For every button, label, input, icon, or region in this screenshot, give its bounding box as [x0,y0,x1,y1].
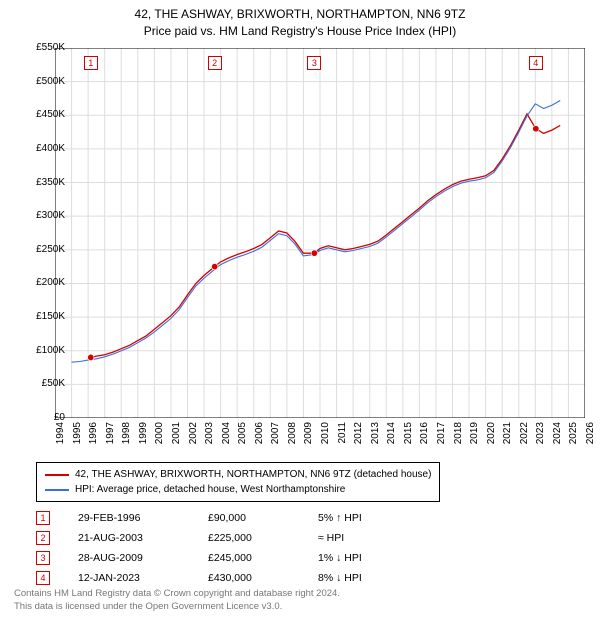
title-address: 42, THE ASHWAY, BRIXWORTH, NORTHAMPTON, … [0,6,600,23]
legend-swatch [45,474,69,476]
x-tick-label: 2009 [303,422,314,462]
transactions-table: 129-FEB-1996£90,0005% ↑ HPI221-AUG-2003£… [36,508,438,588]
sale-marker-flag: 3 [307,56,321,70]
tx-diff: ≈ HPI [318,532,438,544]
x-tick-label: 1999 [138,422,149,462]
x-tick-label: 2010 [320,422,331,462]
footer-copyright: Contains HM Land Registry data © Crown c… [14,588,340,601]
legend-item-property: 42, THE ASHWAY, BRIXWORTH, NORTHAMPTON, … [45,467,431,482]
x-tick-label: 2011 [337,422,348,462]
x-tick-label: 2023 [535,422,546,462]
x-tick-label: 2001 [171,422,182,462]
x-tick-label: 1995 [72,422,83,462]
y-tick-label: £450K [15,109,65,120]
tx-date: 29-FEB-1996 [78,512,208,524]
title-subtitle: Price paid vs. HM Land Registry's House … [0,23,600,40]
tx-marker: 2 [36,531,50,545]
legend-label: 42, THE ASHWAY, BRIXWORTH, NORTHAMPTON, … [75,467,431,482]
tx-date: 12-JAN-2023 [78,572,208,584]
y-tick-label: £550K [15,42,65,53]
tx-diff: 5% ↑ HPI [318,512,438,524]
sale-marker-flag: 4 [529,56,543,70]
tx-price: £430,000 [208,572,318,584]
x-tick-label: 2016 [419,422,430,462]
tx-marker: 1 [36,511,50,525]
legend: 42, THE ASHWAY, BRIXWORTH, NORTHAMPTON, … [36,462,440,502]
x-tick-label: 2022 [519,422,530,462]
footer: Contains HM Land Registry data © Crown c… [14,588,340,614]
x-tick-label: 2014 [386,422,397,462]
x-tick-label: 2024 [552,422,563,462]
x-tick-label: 1997 [105,422,116,462]
footer-licence: This data is licensed under the Open Gov… [14,601,340,614]
y-tick-label: £50K [15,378,65,389]
tx-date: 21-AUG-2003 [78,532,208,544]
y-tick-label: £150K [15,311,65,322]
x-tick-label: 2002 [188,422,199,462]
transaction-row: 4 12-JAN-2023£430,0008% ↓ HPI [36,568,438,588]
tx-diff: 8% ↓ HPI [318,572,438,584]
x-tick-label: 2012 [353,422,364,462]
chart-svg [55,48,585,418]
x-tick-label: 2003 [204,422,215,462]
x-tick-label: 2021 [502,422,513,462]
legend-swatch [45,489,69,491]
transaction-row: 2 21-AUG-2003£225,000≈ HPI [36,528,438,548]
transaction-row: 1 29-FEB-1996£90,0005% ↑ HPI [36,508,438,528]
x-tick-label: 2013 [370,422,381,462]
x-tick-label: 2004 [221,422,232,462]
y-tick-label: £100K [15,345,65,356]
tx-price: £245,000 [208,552,318,564]
x-tick-label: 2019 [469,422,480,462]
tx-date: 28-AUG-2009 [78,552,208,564]
legend-item-hpi: HPI: Average price, detached house, West… [45,482,431,497]
sale-marker-flag: 2 [208,56,222,70]
title-block: 42, THE ASHWAY, BRIXWORTH, NORTHAMPTON, … [0,0,600,40]
x-tick-label: 1994 [55,422,66,462]
chart-area [55,48,585,418]
tx-price: £225,000 [208,532,318,544]
tx-marker: 4 [36,571,50,585]
x-tick-label: 2025 [568,422,579,462]
x-tick-label: 2007 [270,422,281,462]
x-tick-label: 2006 [254,422,265,462]
x-tick-label: 1996 [88,422,99,462]
transaction-row: 3 28-AUG-2009£245,0001% ↓ HPI [36,548,438,568]
tx-price: £90,000 [208,512,318,524]
legend-label: HPI: Average price, detached house, West… [75,482,345,497]
y-tick-label: £200K [15,277,65,288]
x-tick-label: 2020 [486,422,497,462]
y-tick-label: £400K [15,143,65,154]
x-tick-label: 2015 [403,422,414,462]
x-tick-label: 2008 [287,422,298,462]
y-tick-label: £350K [15,177,65,188]
chart-container: 42, THE ASHWAY, BRIXWORTH, NORTHAMPTON, … [0,0,600,620]
tx-marker: 3 [36,551,50,565]
x-tick-label: 1998 [121,422,132,462]
sale-marker-flag: 1 [84,56,98,70]
y-tick-label: £250K [15,244,65,255]
x-tick-label: 2026 [585,422,596,462]
x-tick-label: 2000 [154,422,165,462]
x-tick-label: 2018 [453,422,464,462]
x-tick-label: 2005 [237,422,248,462]
tx-diff: 1% ↓ HPI [318,552,438,564]
y-tick-label: £300K [15,210,65,221]
y-tick-label: £500K [15,76,65,87]
x-tick-label: 2017 [436,422,447,462]
